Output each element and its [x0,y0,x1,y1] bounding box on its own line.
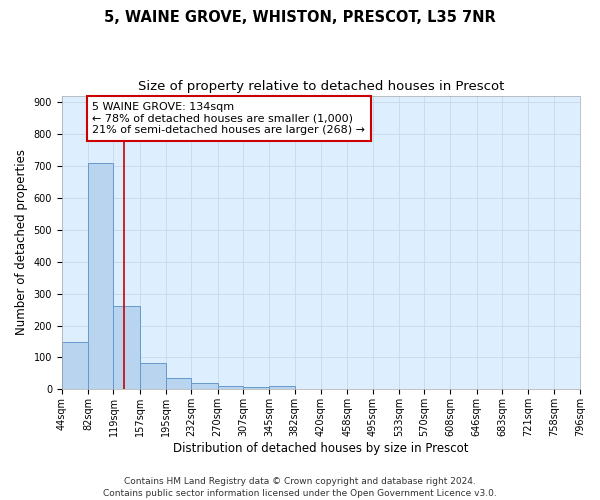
Bar [191,383,218,390]
Bar [243,386,269,390]
Text: Contains HM Land Registry data © Crown copyright and database right 2024.
Contai: Contains HM Land Registry data © Crown c… [103,476,497,498]
Bar [88,162,113,390]
Y-axis label: Number of detached properties: Number of detached properties [15,150,28,336]
Text: 5 WAINE GROVE: 134sqm
← 78% of detached houses are smaller (1,000)
21% of semi-d: 5 WAINE GROVE: 134sqm ← 78% of detached … [92,102,365,135]
Text: 5, WAINE GROVE, WHISTON, PRESCOT, L35 7NR: 5, WAINE GROVE, WHISTON, PRESCOT, L35 7N… [104,10,496,25]
Bar [269,386,295,390]
Bar [62,342,88,390]
Bar [140,363,166,390]
Bar [113,306,140,390]
X-axis label: Distribution of detached houses by size in Prescot: Distribution of detached houses by size … [173,442,469,455]
Bar [166,378,191,390]
Bar [218,386,243,390]
Title: Size of property relative to detached houses in Prescot: Size of property relative to detached ho… [138,80,504,93]
